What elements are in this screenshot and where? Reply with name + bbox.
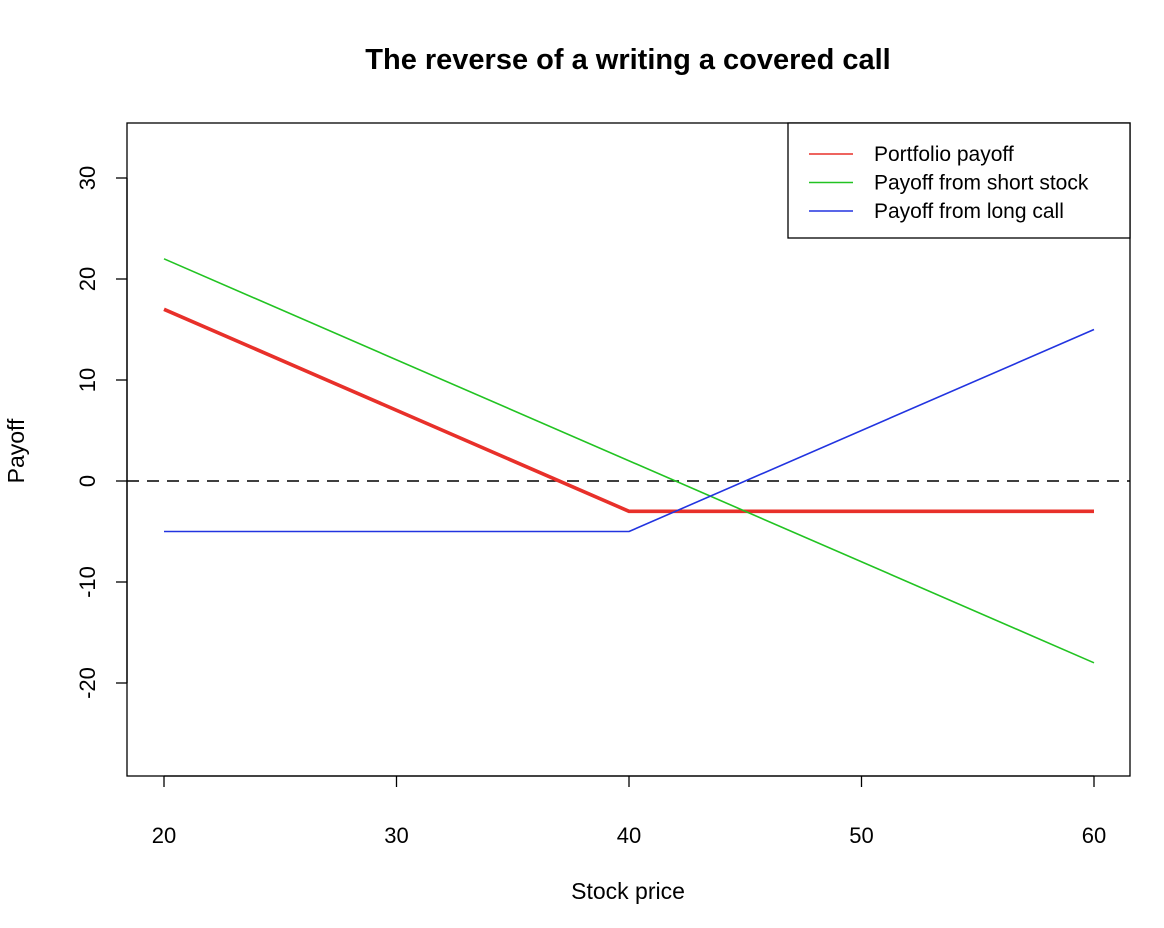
y-tick-label: 20 <box>75 267 100 291</box>
legend-entry-label: Payoff from short stock <box>874 172 1089 195</box>
legend-box <box>787 122 1131 239</box>
legend-entry-label: Portfolio payoff <box>874 143 1014 166</box>
y-tick-label: 10 <box>75 368 100 392</box>
x-tick-label: 20 <box>152 823 176 848</box>
x-tick-label: 50 <box>849 823 873 848</box>
y-tick-label: 0 <box>75 475 100 487</box>
chart-title: The reverse of a writing a covered call <box>365 44 890 76</box>
x-tick-label: 60 <box>1082 823 1106 848</box>
y-tick-label: 30 <box>75 166 100 190</box>
legend-entry-label: Payoff from long call <box>874 200 1064 223</box>
x-tick-label: 40 <box>617 823 641 848</box>
y-tick-label: -20 <box>75 667 100 699</box>
legend: Portfolio payoff Payoff from short stock P… <box>787 122 1131 239</box>
y-axis-label: Payoff <box>3 418 29 483</box>
x-axis-label: Stock price <box>571 878 685 904</box>
series-line-1 <box>163 307 1094 514</box>
series-line-2 <box>163 258 1095 664</box>
series-line-3 <box>164 328 1095 533</box>
x-tick-label: 30 <box>384 823 408 848</box>
y-tick-label: -10 <box>75 566 100 598</box>
